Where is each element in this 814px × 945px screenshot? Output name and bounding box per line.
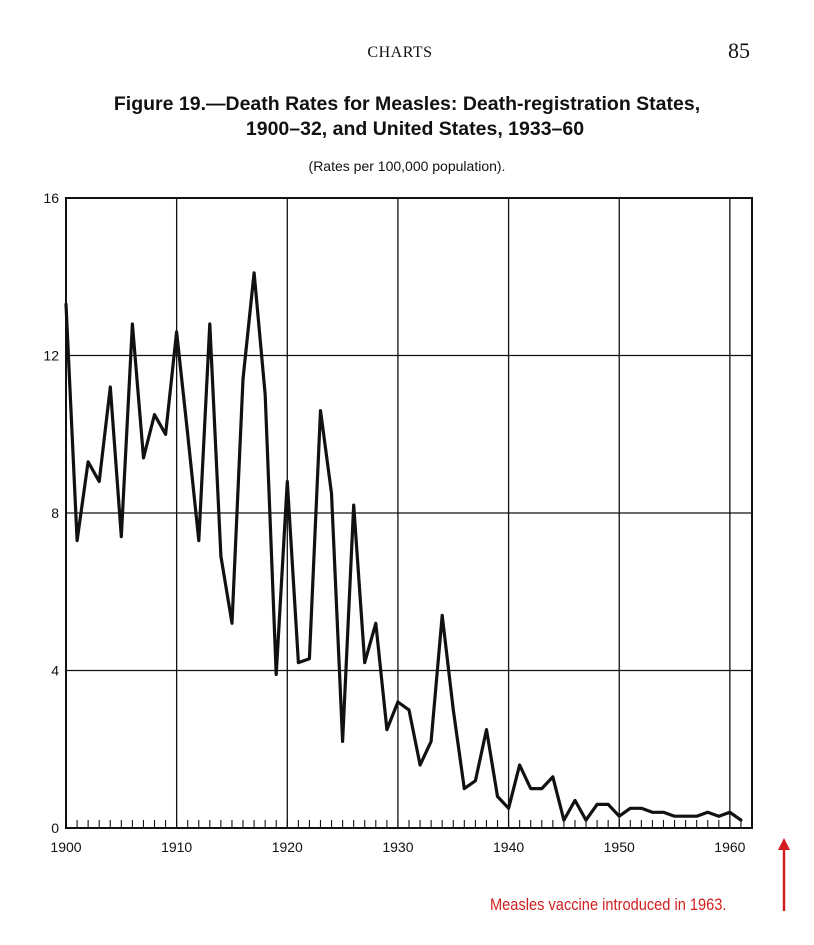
data-point [231, 622, 233, 625]
data-point [706, 811, 709, 814]
figure-title-line-1: Figure 19.—Death Rates for Measles: Deat… [113, 93, 701, 115]
data-point [341, 740, 344, 743]
data-point [76, 539, 78, 542]
figure-title: Figure 19.—Death Rates for Measles: Deat… [0, 92, 814, 142]
x-tick-label: 1900 [50, 839, 81, 855]
data-point [563, 819, 565, 822]
data-point [87, 460, 90, 463]
up-arrow-icon [778, 838, 790, 911]
figure-title-line-2: 1900–32, and United States, 1933–60 [245, 118, 585, 140]
data-point [142, 456, 145, 459]
x-tick-label: 1940 [493, 839, 524, 855]
chart-series [64, 271, 743, 822]
data-point [352, 504, 355, 507]
data-point [286, 480, 289, 483]
data-point [717, 815, 720, 818]
y-tick-label: 0 [51, 820, 59, 836]
data-point [208, 323, 211, 325]
y-tick-label: 8 [51, 505, 59, 521]
data-point [308, 657, 311, 660]
data-point [529, 787, 532, 790]
data-point [197, 539, 200, 542]
series-line [64, 271, 743, 822]
data-point [673, 815, 676, 818]
data-point [452, 708, 455, 711]
data-point [518, 764, 521, 766]
data-point [297, 661, 300, 664]
chart-axes: 1900 1910 1920 1930 1940 1950 1960 0 4 8 12 16 [43, 190, 753, 855]
data-point [728, 811, 731, 814]
data-point [485, 728, 488, 731]
data-point [618, 815, 621, 818]
vaccine-note: Measles vaccine introduced in 1963. [490, 895, 727, 914]
data-point [684, 815, 687, 818]
data-point [275, 673, 278, 676]
data-point [551, 775, 554, 778]
data-point [507, 807, 510, 810]
data-point [330, 492, 333, 495]
y-tick-label: 12 [43, 348, 59, 364]
data-point [695, 815, 698, 818]
data-point [374, 622, 377, 625]
data-point [408, 708, 410, 711]
data-point [629, 807, 632, 810]
data-point [419, 764, 421, 766]
data-point [740, 819, 742, 822]
data-point [164, 433, 167, 436]
data-point [264, 393, 267, 396]
y-tick-label: 4 [51, 663, 59, 679]
data-point [430, 740, 433, 743]
data-point [540, 787, 543, 790]
x-tick-label: 1960 [714, 839, 745, 855]
data-point [363, 661, 366, 664]
data-point [662, 811, 665, 814]
data-point [441, 614, 444, 617]
running-head: CHARTS [367, 44, 433, 61]
y-tick-label: 16 [43, 190, 59, 206]
data-point [65, 303, 67, 306]
x-tick-label: 1910 [161, 839, 192, 855]
data-point [640, 807, 643, 810]
data-point [474, 779, 477, 782]
data-point [463, 787, 466, 790]
data-point [242, 378, 244, 381]
data-point [585, 819, 587, 822]
data-point [220, 555, 222, 558]
data-point [385, 728, 388, 731]
data-point [253, 271, 255, 274]
data-point [496, 795, 499, 798]
chart-grid [65, 197, 753, 829]
data-point [596, 803, 598, 806]
data-point [397, 701, 399, 703]
data-point [651, 811, 654, 814]
x-tick-label: 1930 [382, 839, 413, 855]
data-point [98, 480, 101, 483]
page-number: 85 [728, 38, 750, 63]
data-point [153, 413, 156, 416]
data-point [319, 409, 322, 412]
data-point [186, 433, 189, 436]
data-point [607, 803, 610, 806]
data-point [175, 330, 178, 333]
figure-subtitle: (Rates per 100,000 population). [308, 158, 506, 174]
data-point [120, 535, 123, 538]
data-point [574, 799, 576, 802]
data-point [131, 323, 134, 325]
x-tick-label: 1920 [272, 839, 303, 855]
data-point [109, 386, 112, 388]
x-tick-label: 1950 [604, 839, 635, 855]
